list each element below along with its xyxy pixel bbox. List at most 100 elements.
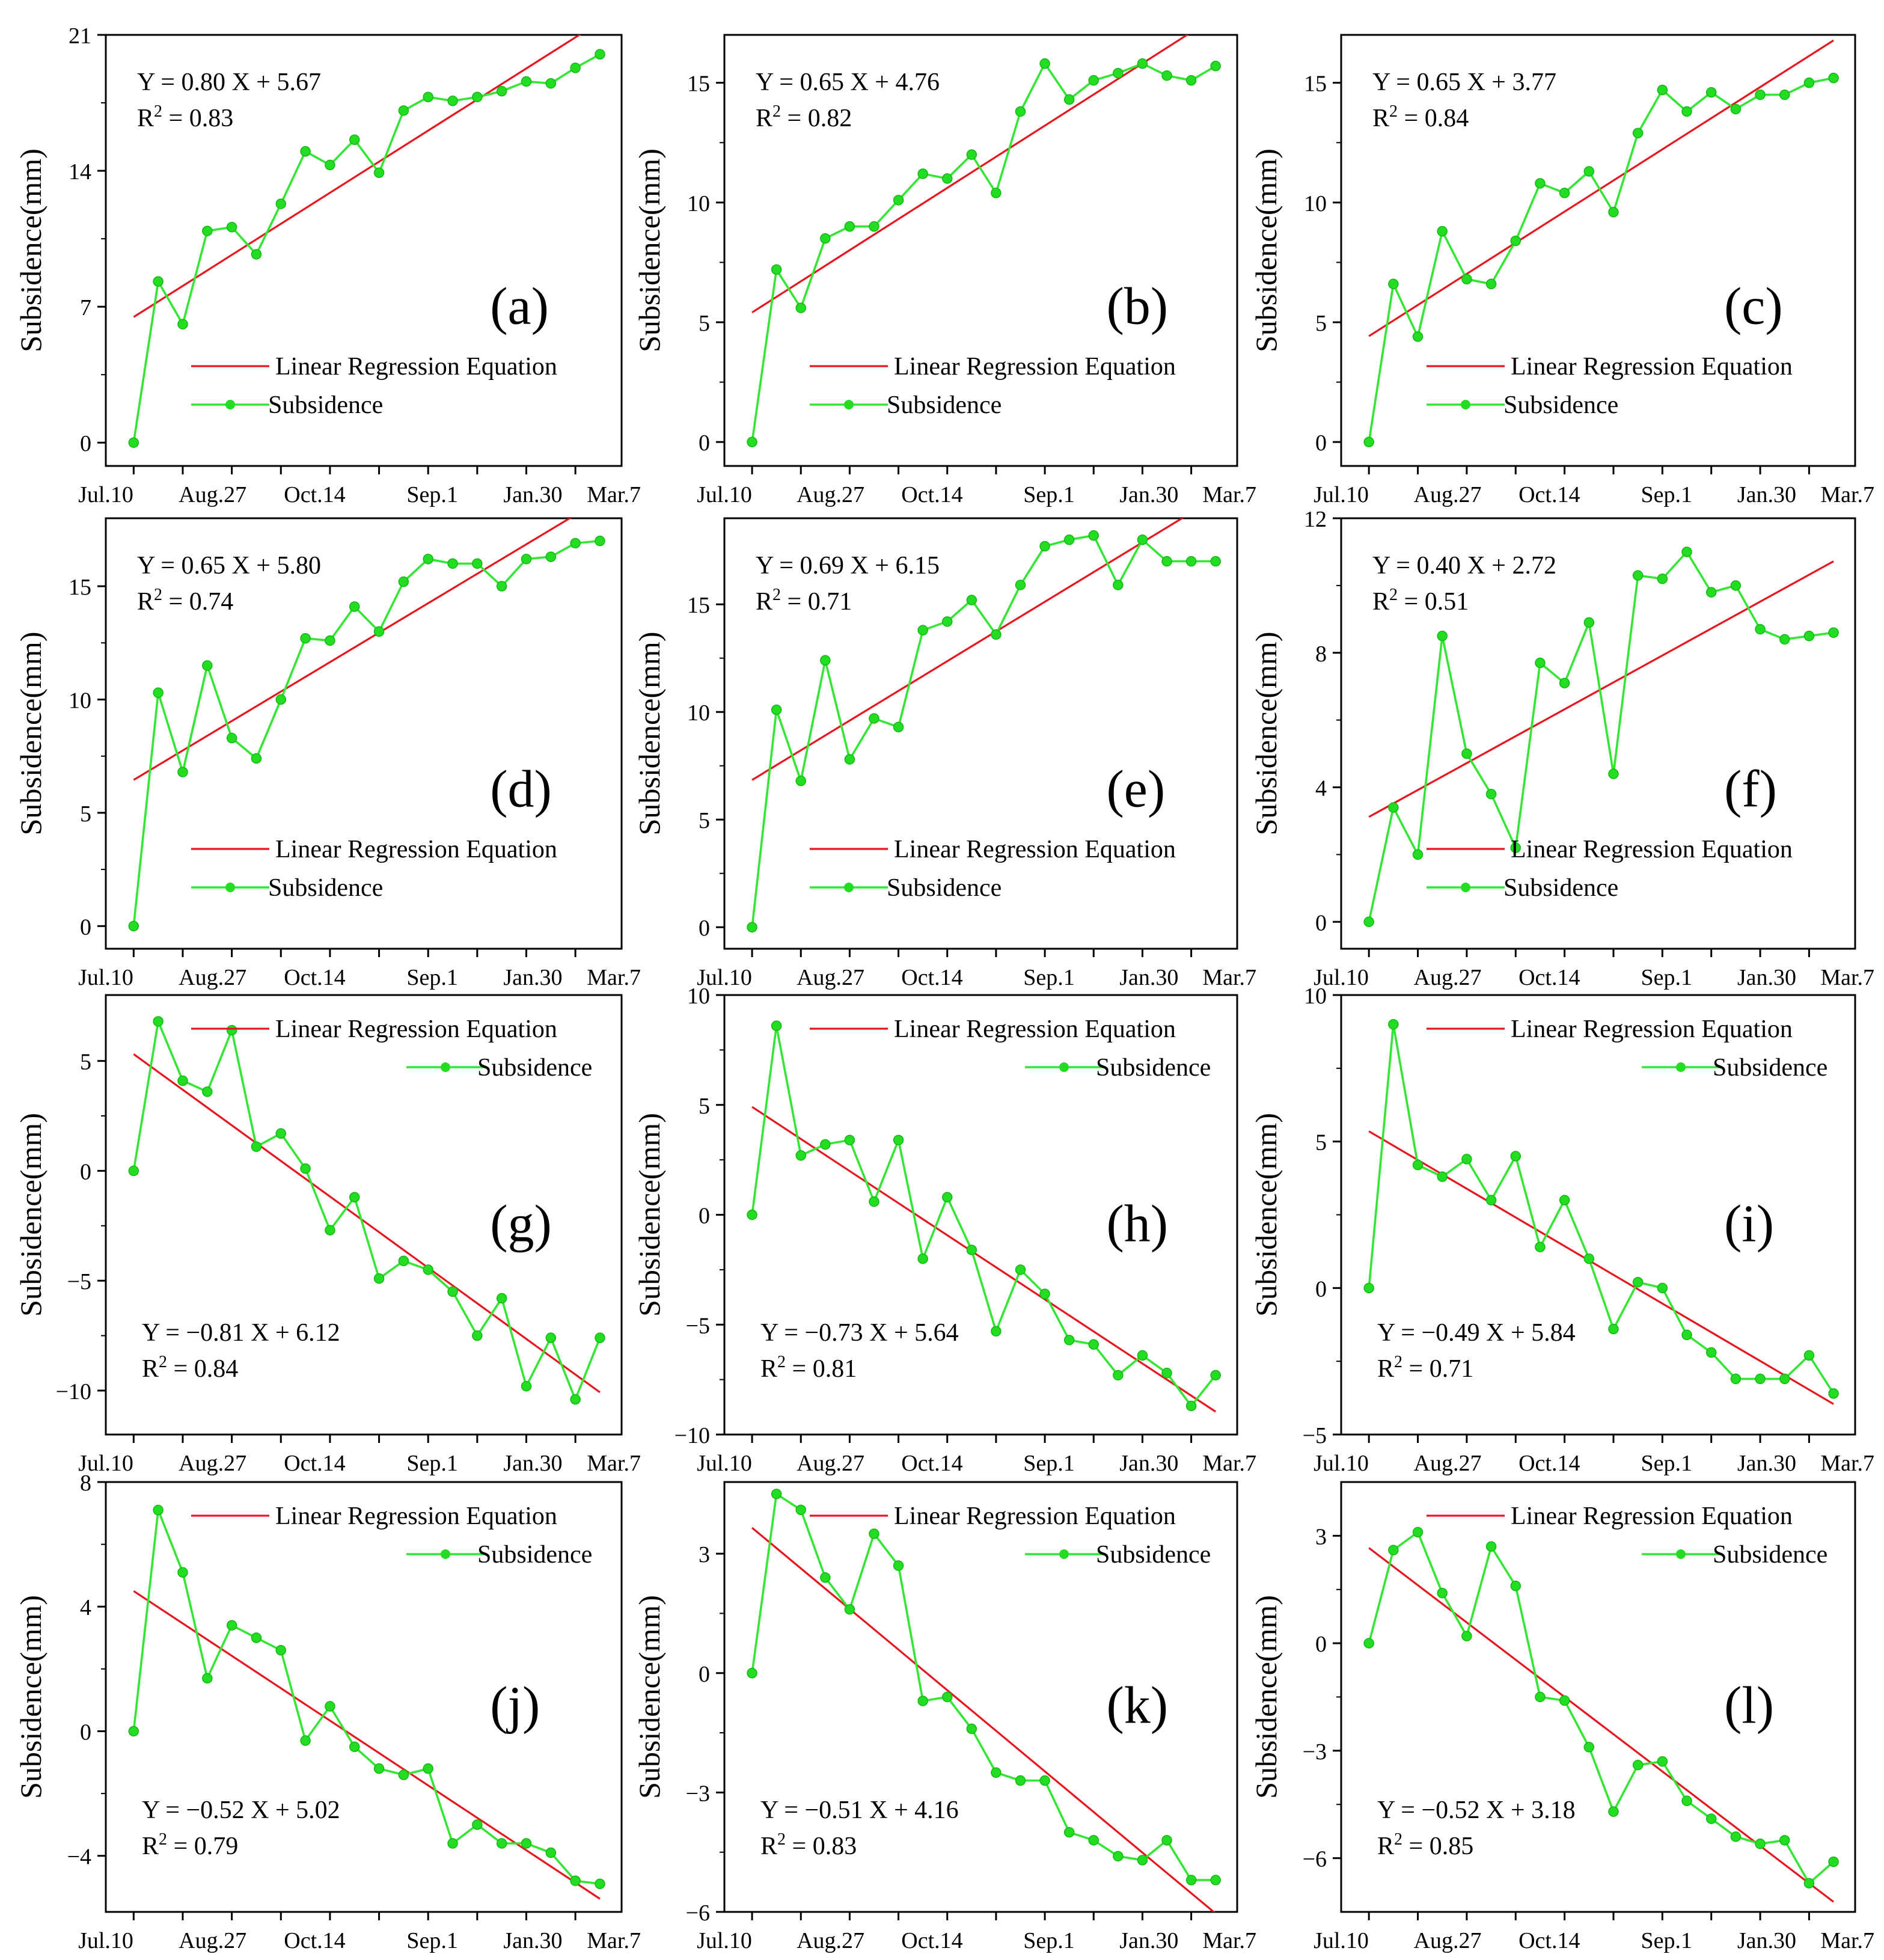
y-axis-label: Subsidence(mm)	[632, 1113, 666, 1317]
subsidence-point	[991, 1767, 1002, 1778]
subsidence-point	[1681, 106, 1692, 117]
subsidence-point	[1437, 631, 1448, 642]
subsidence-point	[771, 264, 782, 275]
y-tick-label: 5	[1315, 311, 1327, 336]
subsidence-point	[1657, 1282, 1668, 1294]
legend-subsidence-marker	[844, 400, 854, 409]
subsidence-point	[1779, 1373, 1790, 1385]
x-tick-label: Sep.1	[1641, 1451, 1692, 1476]
r-squared: R2 = 0.83	[137, 102, 233, 132]
subsidence-point	[595, 1332, 605, 1343]
x-tick-label: Sep.1	[406, 1451, 458, 1476]
subsidence-point	[1608, 768, 1619, 779]
chart-panel-g: −10 −5 0 5 Jul.10 Aug.27 Oct.14 Sep.1 Jan.30 Mar.…	[14, 994, 641, 1476]
x-tick-label: Sep.1	[1023, 1451, 1075, 1476]
x-tick-label: Jul.10	[1314, 1451, 1369, 1476]
y-tick-label: 7	[80, 295, 91, 320]
subsidence-point	[795, 1504, 806, 1516]
subsidence-point	[325, 159, 335, 171]
subsidence-point	[1681, 1329, 1692, 1341]
y-tick-label: 10	[687, 191, 710, 216]
subsidence-point	[1161, 1835, 1172, 1846]
subsidence-point	[521, 76, 532, 87]
subsidence-point	[398, 1255, 409, 1267]
x-tick-label: Mar.7	[1202, 965, 1256, 990]
subsidence-point	[1412, 849, 1424, 860]
subsidence-point	[275, 1128, 287, 1139]
subsidence-point	[1137, 1855, 1148, 1866]
subsidence-point	[1828, 627, 1839, 638]
x-tick-label: Oct.14	[901, 1451, 962, 1476]
legend-regression-label: Linear Regression Equation	[894, 836, 1176, 863]
subsidence-point	[325, 1225, 335, 1236]
x-tick-label: Mar.7	[1202, 1928, 1256, 1953]
subsidence-point	[917, 1695, 928, 1706]
x-tick-label: Jul.10	[697, 482, 752, 507]
subsidence-point	[521, 554, 532, 565]
subsidence-point	[1559, 678, 1570, 688]
subsidence-point	[447, 96, 458, 106]
subsidence-point	[226, 221, 237, 233]
subsidence-point	[1363, 1638, 1374, 1649]
x-tick-label: Jan.30	[1119, 965, 1178, 990]
regression-line	[751, 1527, 1216, 1912]
y-tick-label: 5	[80, 1050, 91, 1075]
plot-frame	[723, 1481, 1238, 1913]
x-tick-label: Sep.1	[1641, 482, 1692, 507]
plot-frame	[105, 517, 623, 950]
x-tick-label: Aug.27	[179, 1451, 246, 1476]
y-tick-label: 0	[699, 430, 710, 456]
r-squared: R2 = 0.71	[756, 586, 852, 616]
panel-label: (d)	[490, 761, 552, 819]
x-tick-label: Sep.1	[406, 965, 458, 990]
subsidence-point	[472, 1819, 483, 1830]
subsidence-point	[795, 1150, 806, 1161]
y-tick-label: 12	[1304, 507, 1327, 532]
y-tick-label: 8	[1315, 642, 1327, 667]
r-squared: R2 = 0.85	[1377, 1830, 1473, 1860]
y-tick-label: 5	[80, 801, 91, 827]
y-tick-label: 5	[1315, 1130, 1327, 1156]
subsidence-point	[844, 1135, 855, 1145]
subsidence-point	[423, 1264, 433, 1275]
x-tick-label: Aug.27	[797, 482, 864, 507]
subsidence-point	[1828, 72, 1839, 84]
legend-regression-label: Linear Regression Equation	[275, 1502, 557, 1530]
subsidence-line	[1368, 76, 1834, 443]
legend-regression-label: Linear Regression Equation	[1511, 1502, 1793, 1530]
regression-line	[1368, 39, 1834, 337]
subsidence-point	[1015, 106, 1026, 117]
chart-panel-h: −10 −5 0 5 10 Jul.10 Aug.27 Oct.14 Sep.1 Jan.30 Ma…	[632, 984, 1256, 1476]
subsidence-point	[1210, 1370, 1221, 1381]
legend-subsidence-label: Subsidence	[477, 1054, 592, 1082]
subsidence-point	[496, 581, 507, 592]
plot-frame	[105, 1481, 623, 1913]
x-tick-label: Jul.10	[697, 1928, 752, 1953]
x-tick-label: Jan.30	[1119, 482, 1178, 507]
panel-label: (h)	[1106, 1195, 1168, 1253]
y-tick-label: 10	[687, 984, 710, 1009]
subsidence-point	[844, 221, 855, 232]
subsidence-point	[941, 616, 953, 627]
regression-equation: Y = 0.65 X + 5.80	[137, 552, 321, 580]
x-tick-label: Jul.10	[697, 1451, 752, 1476]
x-tick-label: Sep.1	[406, 1928, 458, 1953]
subsidence-point	[177, 1075, 188, 1086]
y-tick-label: 0	[80, 914, 91, 940]
legend: Linear Regression Equation Subsidence	[1427, 1015, 1827, 1082]
subsidence-point	[1510, 1581, 1521, 1591]
subsidence-point	[771, 1020, 782, 1031]
regression-line	[133, 1590, 601, 1900]
y-axis-label: Subsidence(mm)	[632, 632, 666, 836]
subsidence-point	[991, 629, 1002, 640]
x-tick-label: Sep.1	[1641, 1928, 1692, 1953]
x-tick-label: Jul.10	[78, 482, 133, 507]
subsidence-point	[991, 1326, 1002, 1337]
subsidence-point	[300, 1163, 311, 1174]
subsidence-point	[1608, 1323, 1619, 1335]
subsidence-point	[1803, 1350, 1815, 1361]
x-tick-label: Sep.1	[1641, 965, 1692, 990]
subsidence-point	[1015, 1264, 1026, 1275]
subsidence-point	[373, 1763, 385, 1774]
